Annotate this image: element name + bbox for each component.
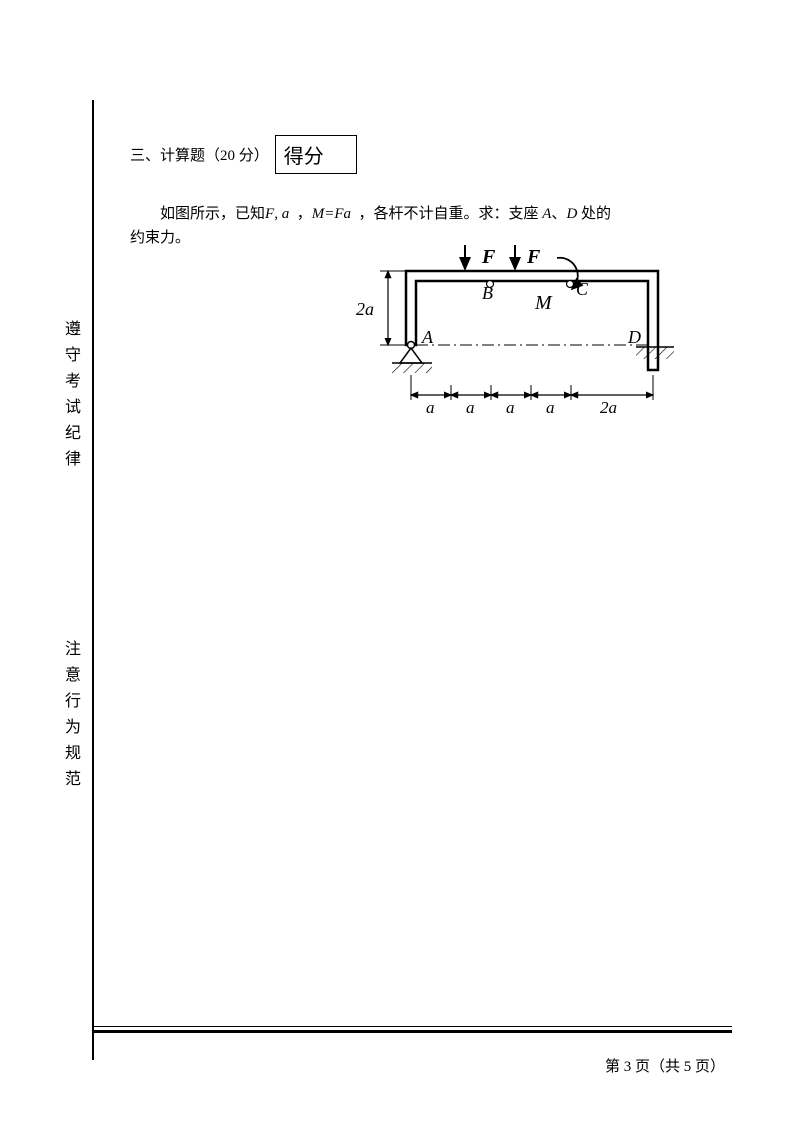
label-B: B	[482, 283, 493, 303]
dim-a4: a	[546, 398, 555, 417]
label-A: A	[421, 327, 434, 347]
sidebar-text-2: 注意行为规范	[58, 640, 82, 796]
dim-a3: a	[506, 398, 515, 417]
problem-pre: 如图所示，已知	[160, 206, 265, 222]
section-header: 三、计算题（20 分） 得分	[130, 135, 730, 174]
label-D: D	[627, 327, 641, 347]
dim-a1: a	[426, 398, 435, 417]
problem-post: 处的	[577, 206, 611, 222]
problem-text: 如图所示，已知F, a ，M=Fa ，各杆不计自重。求：支座 A、D 处的	[130, 202, 730, 226]
problem-mid2: ，各杆不计自重。求：支座	[358, 206, 538, 222]
label-F1: F	[481, 246, 496, 268]
label-C: C	[576, 279, 589, 299]
footer-rule-thin	[92, 1026, 732, 1027]
var-M-eq: M=Fa	[312, 206, 351, 222]
section-label: 三、计算题（20 分）	[130, 144, 269, 165]
problem-mid3: 、	[551, 206, 566, 222]
page-number: 第 3 页（共 5 页）	[605, 1055, 725, 1076]
label-F2: F	[526, 246, 541, 268]
dim-2a-v: 2a	[356, 299, 374, 319]
var-F: F	[265, 206, 274, 222]
dim-a2: a	[466, 398, 475, 417]
mechanics-diagram: F F B C M A D 2a a a a a 2a	[350, 245, 720, 435]
footer-rule-thick	[92, 1030, 732, 1033]
dim-2a-h: 2a	[600, 398, 617, 417]
score-box: 得分	[275, 135, 357, 174]
content-area: 三、计算题（20 分） 得分 如图所示，已知F, a ，M=Fa ，各杆不计自重…	[130, 135, 730, 250]
binding-margin-line	[92, 100, 94, 1060]
var-D: D	[566, 206, 577, 222]
label-M: M	[534, 292, 553, 314]
sidebar-text-1: 遵守考试纪律	[58, 320, 82, 476]
var-a: a	[282, 206, 290, 222]
